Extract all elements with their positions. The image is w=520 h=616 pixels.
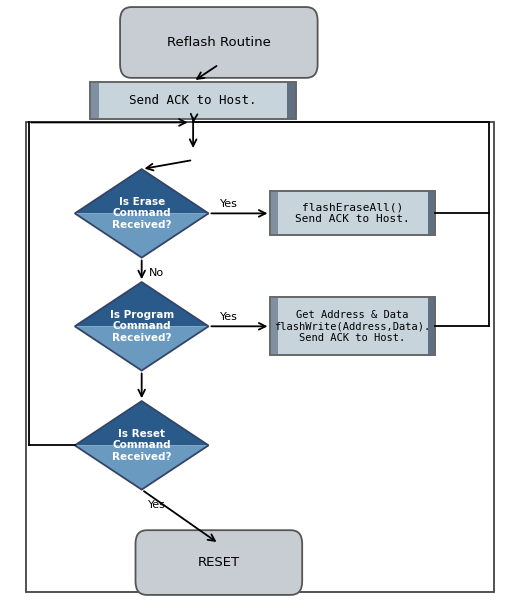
Text: Is Reset
Command
Received?: Is Reset Command Received?	[112, 429, 172, 462]
FancyBboxPatch shape	[270, 298, 278, 355]
FancyBboxPatch shape	[120, 7, 318, 78]
Polygon shape	[75, 401, 209, 445]
FancyBboxPatch shape	[136, 530, 302, 595]
FancyBboxPatch shape	[90, 81, 296, 120]
FancyBboxPatch shape	[287, 81, 296, 120]
Polygon shape	[75, 282, 209, 326]
Text: Reflash Routine: Reflash Routine	[167, 36, 271, 49]
FancyBboxPatch shape	[427, 298, 435, 355]
Polygon shape	[75, 445, 209, 490]
Polygon shape	[75, 169, 209, 213]
Text: RESET: RESET	[198, 556, 240, 569]
Text: No: No	[149, 268, 164, 278]
Text: Send ACK to Host.: Send ACK to Host.	[129, 94, 257, 107]
Text: flashEraseAll()
Send ACK to Host.: flashEraseAll() Send ACK to Host.	[295, 203, 410, 224]
Text: Yes: Yes	[148, 500, 166, 510]
FancyBboxPatch shape	[270, 192, 435, 235]
FancyBboxPatch shape	[90, 81, 99, 120]
FancyBboxPatch shape	[270, 298, 435, 355]
FancyBboxPatch shape	[427, 192, 435, 235]
Text: Is Program
Command
Received?: Is Program Command Received?	[110, 310, 174, 343]
Text: Yes: Yes	[220, 312, 238, 322]
Polygon shape	[75, 213, 209, 257]
Text: Yes: Yes	[220, 198, 238, 209]
FancyBboxPatch shape	[270, 192, 278, 235]
Text: Get Address & Data
flashWrite(Address,Data).
Send ACK to Host.: Get Address & Data flashWrite(Address,Da…	[275, 310, 431, 343]
Polygon shape	[75, 326, 209, 371]
Text: Is Erase
Command
Received?: Is Erase Command Received?	[112, 197, 172, 230]
